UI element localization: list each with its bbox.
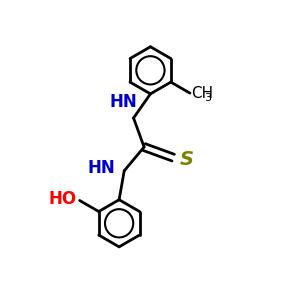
Text: HN: HN	[110, 93, 137, 111]
Text: HO: HO	[49, 190, 77, 208]
Text: HN: HN	[88, 159, 116, 177]
Text: S: S	[180, 150, 194, 169]
Text: 3: 3	[204, 93, 211, 103]
Text: CH: CH	[191, 85, 214, 100]
